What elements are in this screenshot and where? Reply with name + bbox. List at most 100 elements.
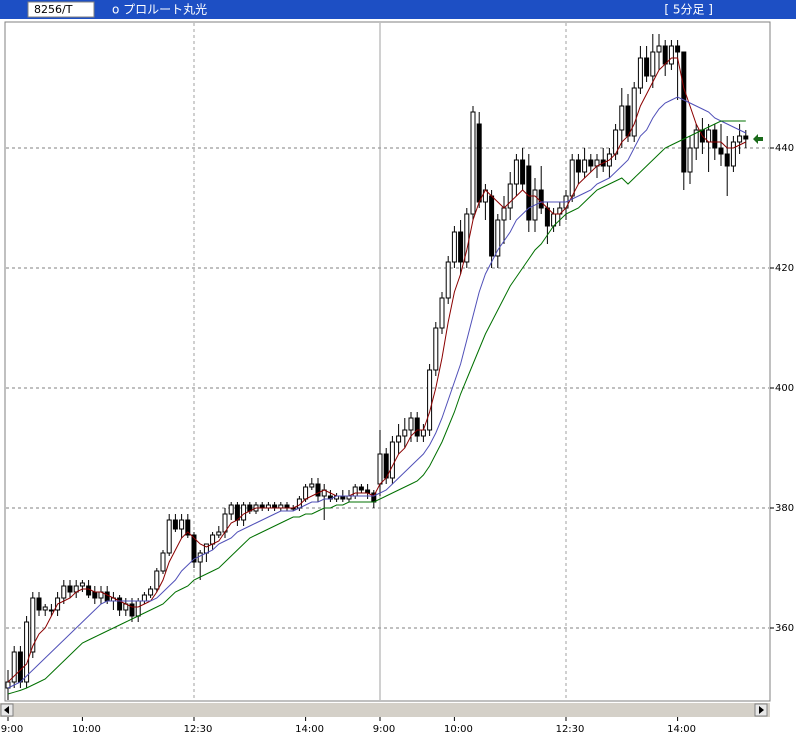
candle-body bbox=[117, 597, 123, 611]
candle-body bbox=[203, 543, 209, 554]
candle-body bbox=[730, 141, 736, 167]
candle-body bbox=[216, 531, 222, 536]
candle-body bbox=[575, 159, 581, 173]
x-tick-label: 9:00 bbox=[373, 724, 395, 735]
candle-body bbox=[61, 585, 67, 599]
code-box bbox=[27, 1, 95, 18]
candle-body bbox=[172, 519, 178, 530]
candle-body bbox=[718, 147, 724, 155]
candle-body bbox=[197, 552, 203, 563]
x-tick-label: 10:00 bbox=[444, 724, 473, 735]
scroll-left-arrow bbox=[4, 706, 9, 714]
candle-body bbox=[179, 519, 185, 530]
candle-body bbox=[526, 165, 532, 221]
candle-body bbox=[737, 135, 743, 143]
candle-body bbox=[650, 51, 656, 77]
x-tick-label: 9:00 bbox=[1, 724, 23, 735]
candle-body bbox=[662, 45, 668, 65]
candle-body bbox=[544, 207, 550, 227]
y-tick-label: 420 bbox=[775, 263, 794, 274]
candle-body bbox=[358, 486, 364, 491]
x-tick-label: 14:00 bbox=[667, 724, 696, 735]
candle-body bbox=[743, 135, 749, 140]
candle-body bbox=[402, 429, 408, 437]
candle-body bbox=[24, 621, 30, 683]
candle-body bbox=[588, 159, 594, 167]
x-tick-label: 14:00 bbox=[295, 724, 324, 735]
candle-body bbox=[148, 588, 154, 596]
candle-body bbox=[11, 651, 17, 683]
candle-body bbox=[625, 105, 631, 137]
candle-body bbox=[303, 486, 309, 500]
candle-body bbox=[104, 591, 110, 602]
stock-name: o プロルート丸光 bbox=[112, 3, 207, 17]
candle-body bbox=[569, 159, 575, 197]
candle-body bbox=[135, 600, 141, 617]
candle-body bbox=[513, 159, 519, 185]
candle-body bbox=[693, 129, 699, 149]
candle-body bbox=[631, 87, 637, 137]
candle-body bbox=[408, 417, 414, 431]
scroll-right-arrow bbox=[759, 706, 764, 714]
candle-body bbox=[724, 153, 730, 167]
candle-body bbox=[210, 534, 216, 545]
y-tick-label: 360 bbox=[775, 623, 794, 634]
candle-body bbox=[396, 435, 402, 443]
scrollbar[interactable] bbox=[0, 703, 770, 717]
x-tick-label: 10:00 bbox=[72, 724, 101, 735]
candle-body bbox=[489, 195, 495, 257]
moving-average bbox=[7, 57, 747, 683]
x-tick-label: 12:30 bbox=[556, 724, 585, 735]
stock-code: 8256/T bbox=[34, 3, 73, 16]
candle-body bbox=[309, 483, 315, 488]
candle-body bbox=[439, 297, 445, 329]
candle-body bbox=[619, 105, 625, 131]
candle-body bbox=[86, 585, 92, 596]
candle-body bbox=[141, 594, 147, 602]
candle-body bbox=[352, 486, 358, 497]
candle-body bbox=[476, 123, 482, 203]
candle-body bbox=[129, 603, 135, 617]
candle-body bbox=[48, 609, 54, 612]
candle-body bbox=[234, 504, 240, 521]
candle-body bbox=[451, 231, 457, 263]
plot-area bbox=[4, 21, 771, 702]
candle-body bbox=[501, 207, 507, 221]
y-tick-label: 400 bbox=[775, 383, 794, 394]
moving-average bbox=[7, 120, 746, 695]
candle-body bbox=[656, 45, 662, 53]
candle-body bbox=[427, 369, 433, 431]
candle-body bbox=[445, 261, 451, 299]
candle-body bbox=[389, 441, 395, 479]
candle-body bbox=[644, 57, 650, 77]
candle-body bbox=[17, 651, 23, 683]
candle-body bbox=[507, 183, 513, 209]
candle-body bbox=[185, 519, 191, 536]
header-bar bbox=[0, 0, 796, 19]
candle-body bbox=[675, 45, 681, 53]
candle-body bbox=[712, 129, 718, 149]
candle-body bbox=[36, 597, 42, 611]
candle-body bbox=[637, 57, 643, 89]
candle-body bbox=[154, 570, 160, 590]
candle-body bbox=[42, 606, 48, 611]
last-price-marker bbox=[753, 134, 763, 144]
candle-body bbox=[681, 51, 687, 173]
candle-body bbox=[30, 597, 36, 653]
candle-body bbox=[228, 504, 234, 515]
candle-body bbox=[166, 519, 172, 554]
candle-body bbox=[160, 552, 166, 572]
candle-body bbox=[538, 189, 544, 209]
candle-body bbox=[520, 159, 526, 185]
candle-body bbox=[92, 591, 98, 599]
candle-body bbox=[67, 585, 73, 593]
candle-body bbox=[79, 582, 85, 587]
candle-body bbox=[377, 453, 383, 485]
moving-average bbox=[7, 96, 747, 689]
x-tick-label: 12:30 bbox=[184, 724, 213, 735]
candle-body bbox=[420, 429, 426, 437]
candle-body bbox=[668, 45, 674, 65]
candle-body bbox=[582, 159, 588, 173]
candle-body bbox=[433, 327, 439, 371]
